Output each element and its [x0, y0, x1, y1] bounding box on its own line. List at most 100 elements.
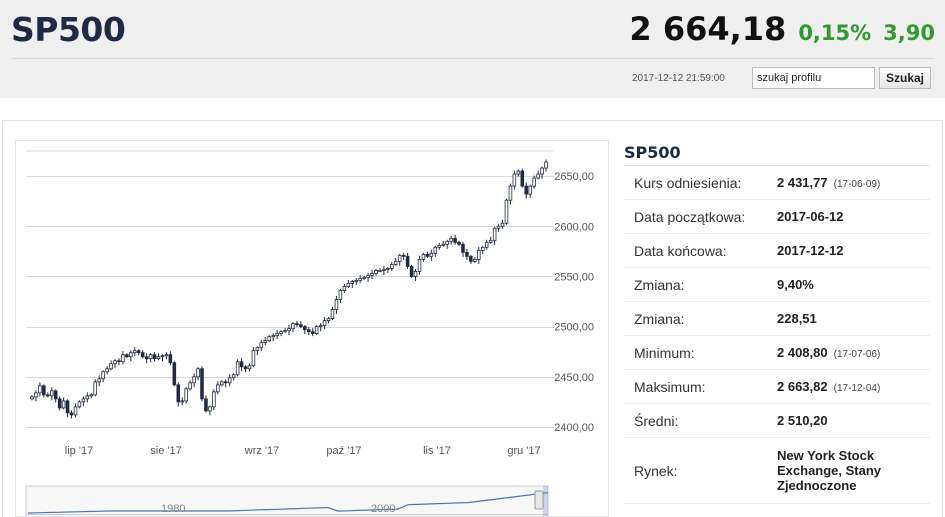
candle-body [212, 391, 216, 408]
candle-body [204, 398, 208, 412]
candle-body [133, 350, 137, 354]
candle-body [314, 326, 319, 335]
candle-body [342, 286, 347, 291]
candle-body [445, 240, 449, 245]
candle-body [390, 263, 394, 269]
symbol-title: SP500 [11, 10, 126, 49]
candle-body [208, 406, 212, 412]
candle-body [374, 270, 378, 274]
candle-body [223, 381, 228, 384]
candle-body [113, 360, 117, 365]
candle-body [263, 340, 268, 344]
candle-body [469, 255, 473, 262]
navigator-label: 1980 [161, 503, 185, 515]
chart-candles [30, 159, 548, 419]
info-row: Zmiana: 228,51 [624, 302, 930, 336]
candle-body [457, 241, 461, 245]
info-row: Data początkowa: 2017-06-12 [624, 200, 930, 234]
candle-body [57, 398, 62, 409]
last-price: 2 664,18 [629, 10, 787, 48]
candle-body [453, 237, 457, 243]
candle-body [536, 173, 540, 179]
candle-body [306, 329, 311, 333]
candle-body [109, 363, 113, 370]
candle-body [322, 320, 327, 327]
x-axis-labels: lip '17 sie '17 wrz '17 paź '17 lis '17 gru '… [65, 445, 541, 457]
candle-body [53, 390, 58, 400]
info-row: Maksimum: 2 663,82 (17-12-04) [624, 370, 930, 404]
candle-body [144, 356, 149, 360]
info-label: Zmiana: [634, 310, 685, 327]
candle-body [164, 354, 169, 357]
candle-body [227, 377, 232, 384]
candle-body [528, 185, 532, 195]
navigator-frame[interactable] [25, 485, 549, 517]
candle-body [283, 330, 287, 333]
candle-body [275, 333, 279, 337]
candle-body [338, 290, 343, 300]
candle-body [247, 365, 252, 370]
candle-body [425, 253, 430, 257]
candle-body [378, 270, 382, 272]
candle-body [30, 396, 34, 400]
candle-body [121, 354, 125, 363]
candle-body [160, 355, 165, 358]
candle-body [299, 324, 303, 328]
info-label: Data końcowa: [634, 242, 727, 259]
candle-body [397, 254, 402, 262]
candle-body [176, 384, 181, 403]
candle-body [101, 371, 105, 380]
y-tick-label: 2500,00 [554, 322, 594, 334]
candle-body [473, 258, 477, 262]
candle-body [38, 385, 42, 394]
profile-search-input[interactable] [752, 67, 875, 89]
header-bar: SP500 2 664,18 0,15% 3,90 2017-12-12 21:… [0, 0, 945, 98]
candle-body [216, 384, 220, 393]
info-title: SP500 [624, 140, 930, 166]
price-chart[interactable]: 2400,00 2450,00 2500,00 2550,00 2600,00 2650,… [15, 140, 609, 517]
chart-gridlines [26, 150, 554, 428]
navigator-selected-range[interactable] [543, 486, 548, 517]
info-value-text: 2 663,82 [777, 379, 828, 394]
candle-body [413, 271, 418, 277]
candle-body [196, 368, 200, 378]
candle-body [188, 382, 192, 390]
candle-body [437, 244, 442, 248]
candle-body [366, 275, 370, 278]
candle-body [512, 173, 517, 187]
info-row: Średni: 2 510,20 [624, 404, 930, 438]
candle-body [358, 278, 362, 281]
candle-body [295, 323, 299, 326]
info-value-text: 2017-06-12 [777, 209, 844, 224]
info-value: 228,51 [777, 311, 930, 326]
candle-body [484, 241, 489, 248]
candle-body [520, 170, 525, 187]
candle-body [235, 361, 240, 376]
y-tick-label: 2450,00 [554, 372, 594, 384]
candle-body [239, 361, 244, 368]
x-tick-label: wrz '17 [244, 445, 280, 457]
candle-body [417, 258, 422, 272]
info-label: Rynek: [634, 462, 678, 479]
candle-body [105, 368, 109, 373]
info-value-date: (17-12-04) [833, 383, 881, 394]
candle-body [516, 170, 521, 175]
candle-body [251, 350, 256, 367]
candle-body [429, 252, 434, 257]
candle-body [382, 269, 386, 271]
info-label: Data początkowa: [634, 208, 746, 225]
candle-body [370, 273, 374, 276]
quote-summary: 2 664,18 0,15% 3,90 [629, 10, 935, 48]
candle-body [271, 335, 275, 338]
candle-body [152, 354, 157, 360]
candle-body [287, 328, 291, 332]
candlestick-chart-svg[interactable]: 2400,00 2450,00 2500,00 2550,00 2600,00 2650,… [16, 141, 609, 517]
candle-body [117, 360, 121, 363]
info-value-text: 2017-12-12 [777, 243, 844, 258]
candle-body [421, 253, 426, 260]
navigator-handle[interactable] [534, 490, 544, 510]
chart-navigator[interactable]: 1980 2000 [25, 485, 549, 517]
candle-body [524, 185, 529, 195]
search-button[interactable]: Szukaj [879, 67, 931, 89]
info-row: Zmiana: 9,40% [624, 268, 930, 302]
